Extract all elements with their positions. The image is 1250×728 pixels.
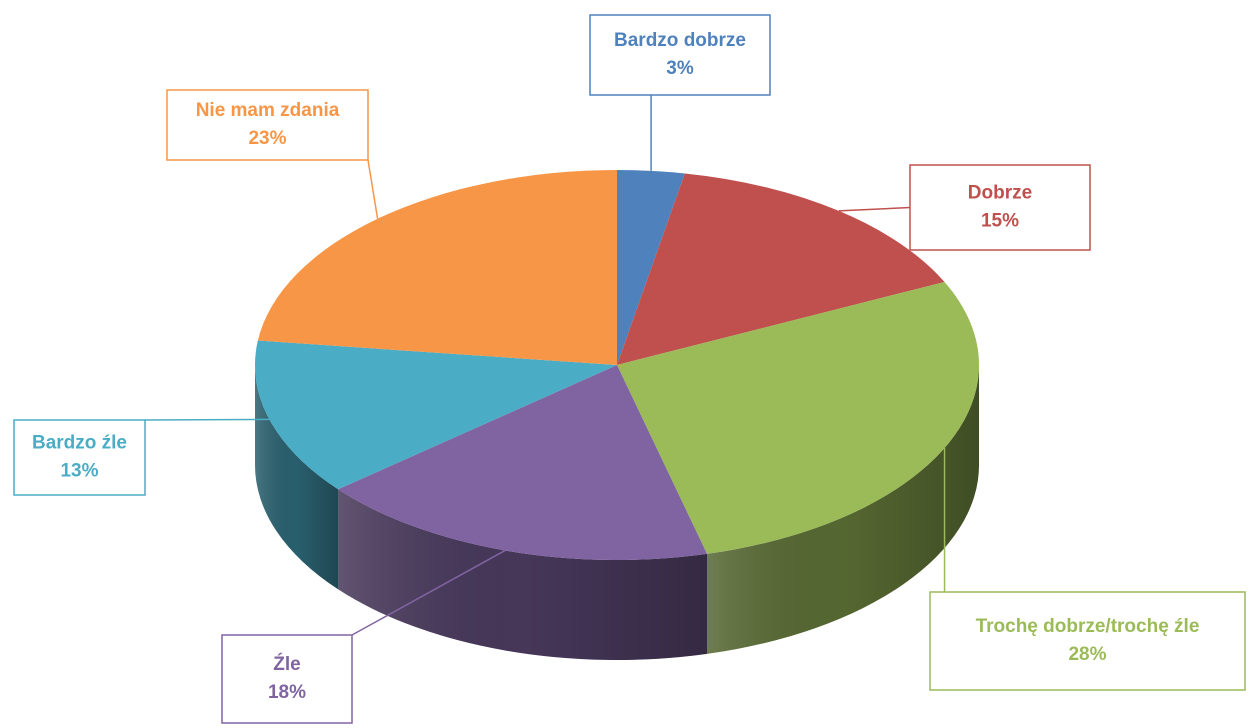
callout-box bbox=[929, 591, 1246, 691]
callout-box bbox=[221, 634, 353, 724]
leader-line bbox=[144, 418, 270, 421]
value-label: 23% bbox=[248, 128, 286, 149]
value-label: 28% bbox=[1068, 644, 1106, 665]
slice bbox=[617, 173, 945, 365]
slice bbox=[338, 365, 708, 560]
category-label: Nie mam zdania bbox=[196, 100, 340, 121]
slice bbox=[617, 281, 979, 554]
slice-side-shade bbox=[255, 365, 339, 590]
slice bbox=[257, 170, 617, 365]
leader-line bbox=[351, 549, 506, 636]
callout-box bbox=[13, 419, 146, 496]
leader-line bbox=[367, 159, 379, 219]
callout-box bbox=[166, 89, 369, 161]
callout-box bbox=[909, 164, 1091, 251]
callout-box bbox=[589, 14, 771, 96]
value-label: 18% bbox=[268, 682, 306, 703]
slice-side-shade bbox=[707, 365, 980, 654]
category-label: Bardzo źle bbox=[32, 433, 127, 454]
category-label: Dobrze bbox=[968, 183, 1032, 204]
slice bbox=[255, 340, 618, 490]
slice bbox=[617, 170, 685, 365]
category-label: Źle bbox=[273, 653, 300, 675]
value-label: 15% bbox=[981, 211, 1019, 232]
value-label: 13% bbox=[60, 461, 98, 482]
slice-side-shade bbox=[338, 489, 708, 661]
category-label: Bardzo dobrze bbox=[614, 30, 746, 51]
value-label: 3% bbox=[666, 58, 694, 79]
category-label: Trochę dobrze/trochę źle bbox=[976, 616, 1200, 637]
leader-line bbox=[838, 206, 911, 212]
